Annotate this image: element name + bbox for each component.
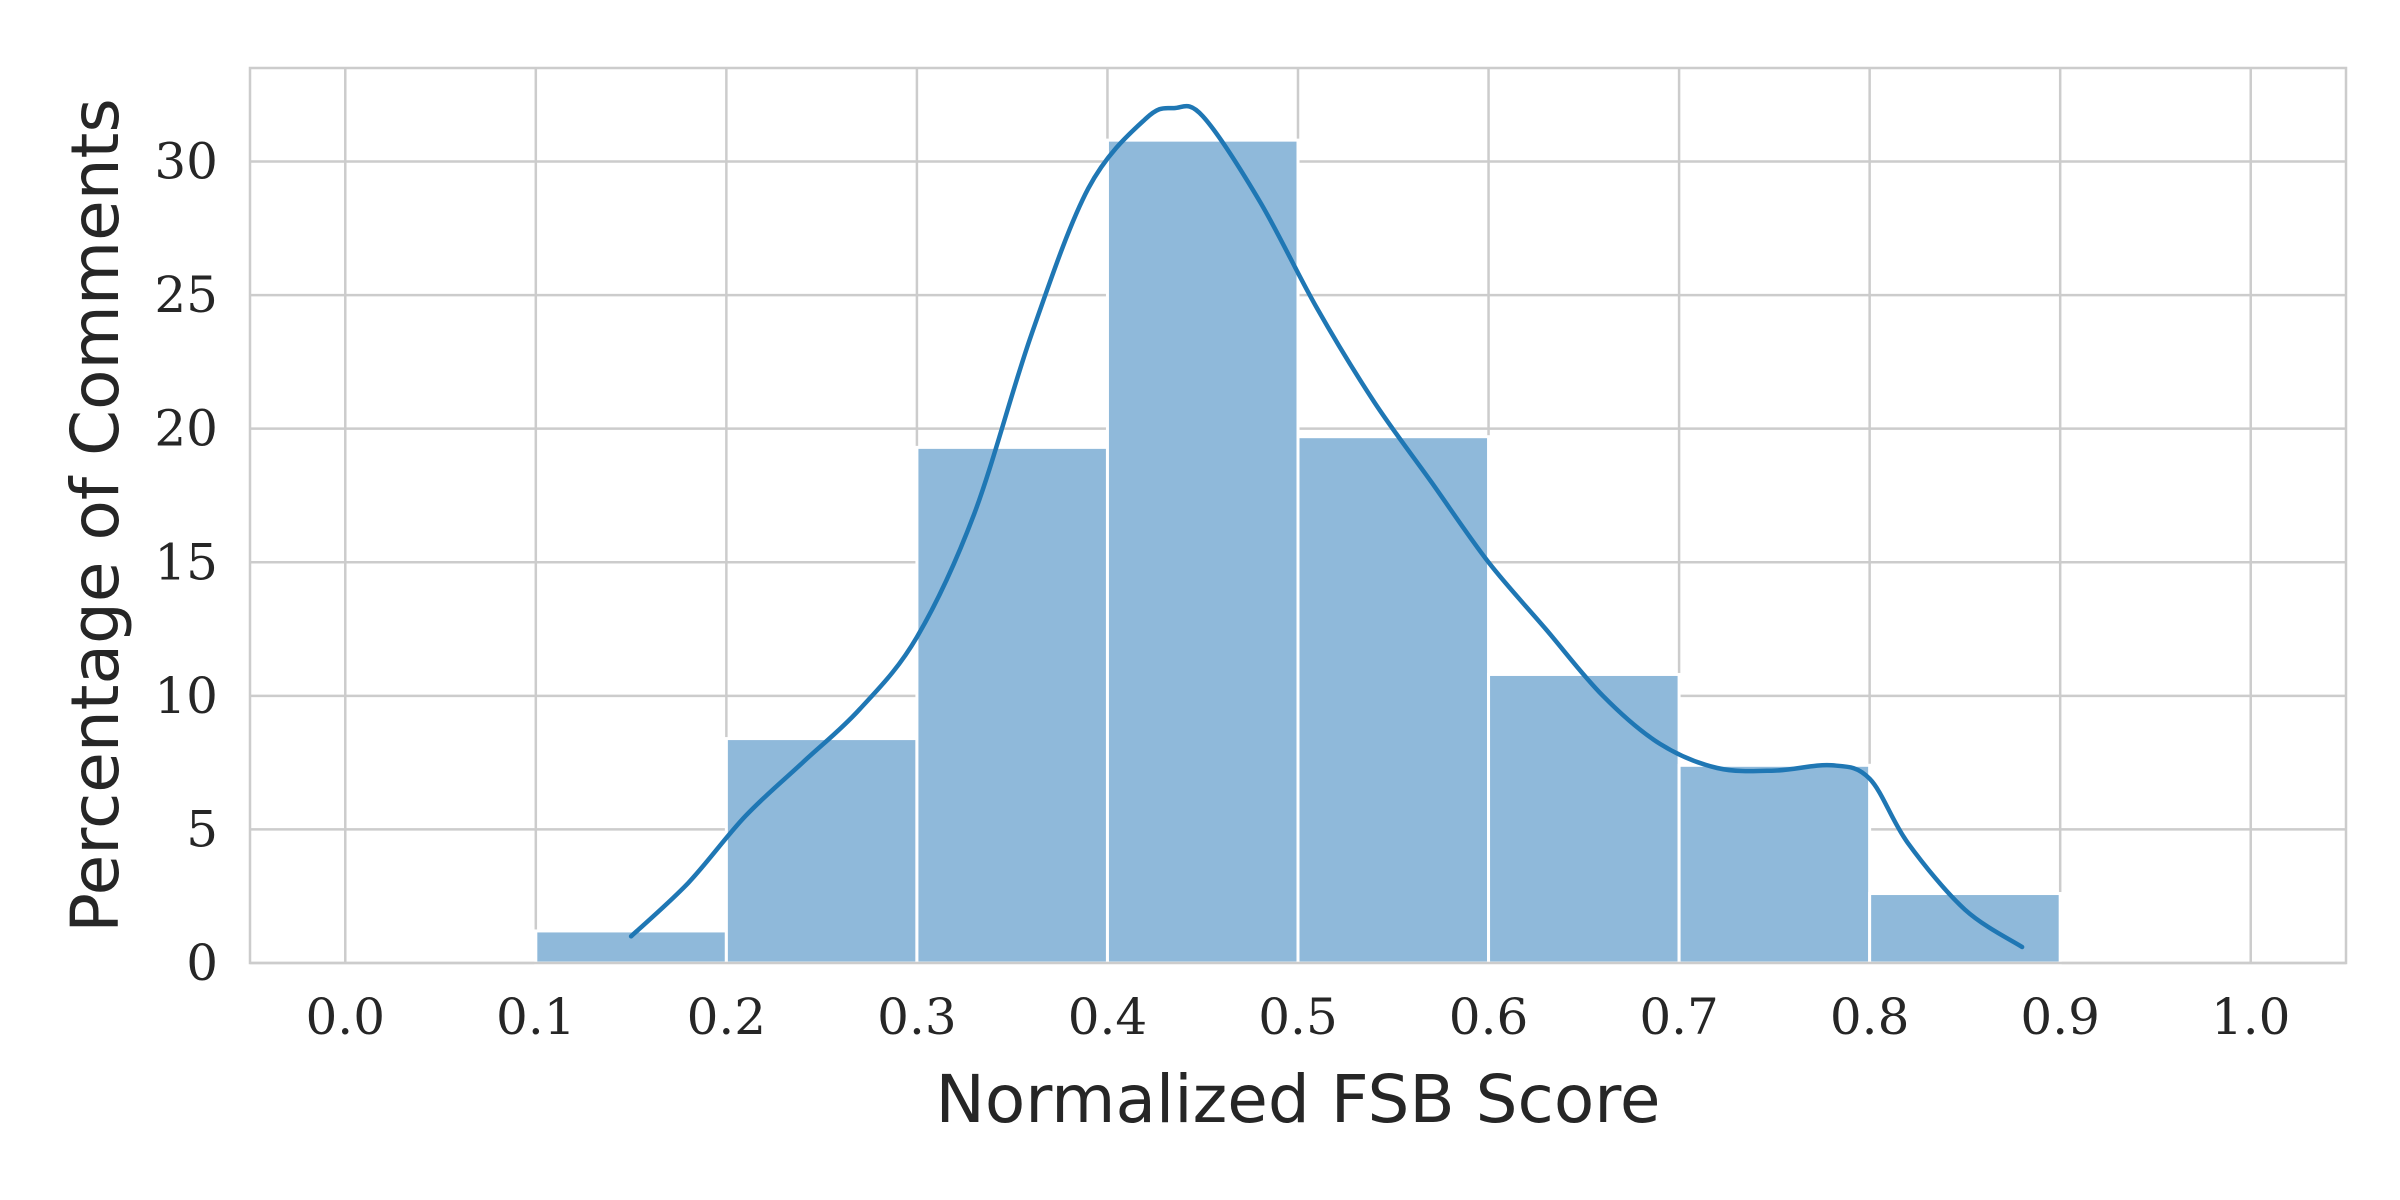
x-tick-label: 0.2 <box>687 988 767 1046</box>
x-tick-label: 0.8 <box>1830 988 1910 1046</box>
x-tick-label: 0.9 <box>2020 988 2100 1046</box>
histogram-bar <box>1105 138 1300 965</box>
x-tick-label: 1.0 <box>2211 988 2291 1046</box>
histogram-bar <box>915 445 1109 965</box>
axes-frame <box>248 66 2348 965</box>
histogram-bar <box>724 737 919 965</box>
kde-curve <box>628 103 2025 950</box>
y-tick-label: 10 <box>154 667 218 725</box>
histogram-bar <box>1296 435 1491 965</box>
x-axis-label: Normalized FSB Score <box>935 1061 1660 1138</box>
kde-line <box>628 103 2025 950</box>
y-tick-label: 25 <box>154 266 218 324</box>
x-tick-label: 0.6 <box>1449 988 1529 1046</box>
x-tick-labels: 0.0 0.1 0.2 0.3 0.4 0.5 0.6 0.7 0.8 0.9 1.0 <box>306 988 2291 1046</box>
y-axis-label: Percentage of Comments <box>57 98 134 933</box>
histogram-bar <box>1487 672 1681 965</box>
y-tick-labels: 0 5 10 15 20 25 30 <box>154 133 218 992</box>
x-tick-label: 0.4 <box>1068 988 1148 1046</box>
y-tick-label: 5 <box>186 800 218 858</box>
histogram-bars <box>534 138 2062 965</box>
x-tick-label: 0.5 <box>1258 988 1338 1046</box>
y-tick-label: 30 <box>154 133 218 191</box>
y-tick-label: 0 <box>186 934 218 992</box>
x-tick-label: 0.0 <box>306 988 386 1046</box>
x-tick-label: 0.3 <box>877 988 957 1046</box>
histogram-bar <box>1677 763 1872 965</box>
y-tick-label: 15 <box>154 533 218 591</box>
y-tick-label: 20 <box>154 400 218 458</box>
x-tick-label: 0.1 <box>496 988 576 1046</box>
x-tick-label: 0.7 <box>1639 988 1719 1046</box>
histogram-bar <box>1868 892 2062 965</box>
